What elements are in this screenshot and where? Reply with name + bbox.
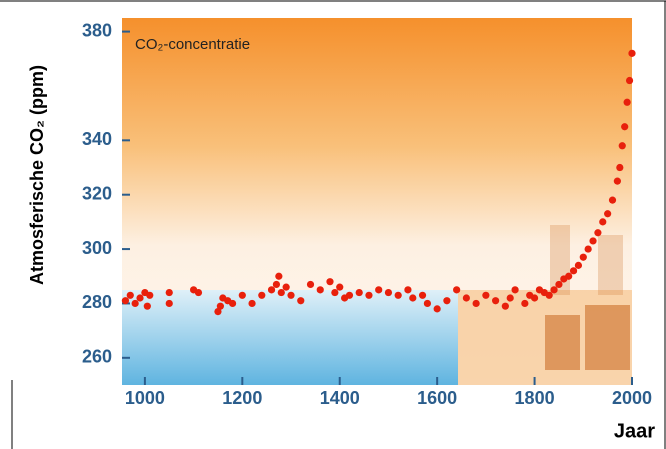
data-point xyxy=(194,288,203,297)
x-tick-label: 2000 xyxy=(612,388,652,408)
data-point xyxy=(453,286,461,294)
y-axis-label: Atmosferische CO₂ (ppm) xyxy=(27,65,47,285)
data-point xyxy=(625,76,634,85)
data-point xyxy=(574,261,583,269)
data-point xyxy=(326,278,334,286)
data-point xyxy=(462,294,470,302)
data-point xyxy=(214,308,222,316)
y-tick-label: 340 xyxy=(82,129,112,149)
data-point xyxy=(545,291,553,299)
data-point xyxy=(297,297,305,305)
data-point xyxy=(272,280,281,289)
data-point xyxy=(599,218,607,226)
data-point xyxy=(623,98,631,106)
data-point xyxy=(555,280,563,289)
data-point xyxy=(131,299,139,308)
data-point xyxy=(258,291,266,299)
y-tick-label: 320 xyxy=(82,183,112,203)
data-point xyxy=(216,302,224,310)
data-point xyxy=(277,288,285,297)
y-tick-label: 300 xyxy=(82,238,112,258)
data-point xyxy=(621,123,629,131)
data-point xyxy=(550,286,558,294)
data-point xyxy=(121,297,130,305)
x-tick-label: 1400 xyxy=(320,388,360,408)
data-point xyxy=(365,291,373,299)
data-point xyxy=(248,299,256,308)
data-point xyxy=(345,291,354,299)
data-point xyxy=(423,299,432,308)
annotation: CO₂-concentratie xyxy=(135,36,250,53)
data-point xyxy=(336,283,344,291)
data-point xyxy=(238,291,246,299)
data-point xyxy=(409,294,417,302)
data-point xyxy=(143,302,151,310)
data-point xyxy=(604,210,612,218)
data-point xyxy=(628,49,636,57)
data-point xyxy=(355,288,363,297)
data-point xyxy=(613,177,621,185)
data-point xyxy=(267,286,276,294)
data-point xyxy=(394,291,402,299)
data-point xyxy=(492,297,500,305)
y-tick-label: 280 xyxy=(82,292,112,312)
data-point xyxy=(375,286,383,294)
data-point xyxy=(165,299,173,308)
data-point xyxy=(228,299,237,308)
data-point xyxy=(126,291,134,299)
data-point xyxy=(316,286,324,294)
data-point xyxy=(418,291,427,299)
x-tick-label: 1000 xyxy=(125,388,165,408)
data-point xyxy=(433,305,441,313)
data-point xyxy=(501,302,509,310)
y-tick-label: 380 xyxy=(82,20,112,40)
x-axis-label: Jaar xyxy=(614,420,655,442)
data-point xyxy=(594,229,602,237)
factory-icon xyxy=(545,225,630,370)
y-tick-label: 260 xyxy=(82,347,112,367)
data-point xyxy=(584,245,592,253)
data-point xyxy=(384,288,393,297)
data-point xyxy=(443,297,451,305)
data-point xyxy=(482,291,490,299)
data-point xyxy=(579,253,587,261)
data-point xyxy=(287,291,295,299)
data-point xyxy=(616,163,624,172)
data-point xyxy=(506,294,514,302)
data-point xyxy=(521,299,529,308)
data-point xyxy=(472,299,480,308)
x-tick-label: 1800 xyxy=(515,388,555,408)
data-point xyxy=(511,286,519,294)
data-point xyxy=(530,294,539,302)
x-tick-label: 1600 xyxy=(417,388,457,408)
data-point xyxy=(331,288,339,297)
data-point xyxy=(275,272,283,280)
data-point xyxy=(589,237,597,245)
data-point xyxy=(618,142,626,150)
sea-region xyxy=(122,290,458,385)
data-point xyxy=(569,267,578,275)
data-point xyxy=(608,196,617,204)
data-point xyxy=(306,280,315,289)
x-tick-label: 1200 xyxy=(222,388,262,408)
data-point xyxy=(136,294,144,302)
data-point xyxy=(404,286,412,294)
data-point xyxy=(565,272,573,280)
data-point xyxy=(282,283,290,291)
data-point xyxy=(165,288,173,297)
data-point xyxy=(146,291,154,299)
